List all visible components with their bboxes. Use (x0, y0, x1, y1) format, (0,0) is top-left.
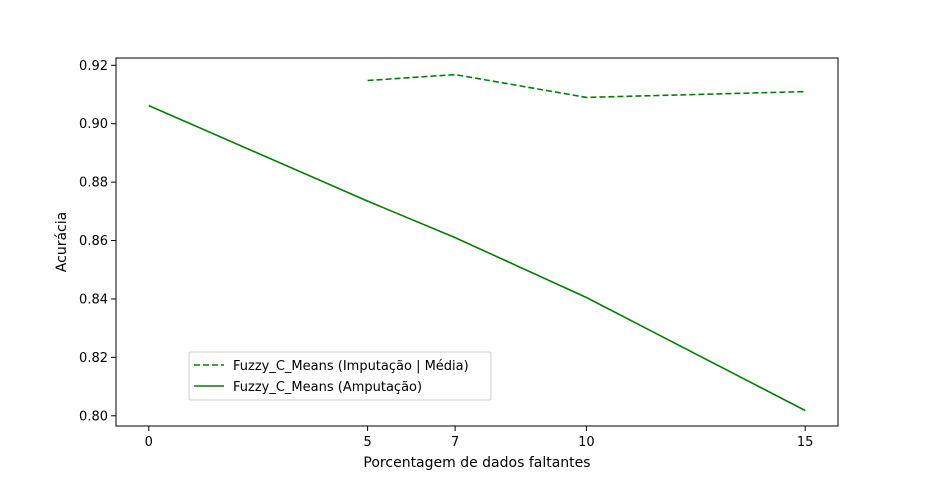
y-tick-label: 0.88 (79, 176, 108, 191)
y-tick-label: 0.90 (79, 117, 108, 132)
x-tick-label: 15 (797, 435, 814, 450)
y-axis-label: Acurácia (54, 212, 70, 272)
x-axis-label: Porcentagem de dados faltantes (363, 455, 590, 471)
x-tick-label: 10 (578, 435, 595, 450)
x-tick-label: 0 (145, 435, 153, 450)
y-tick-label: 0.86 (79, 234, 108, 249)
legend-label-imputacao: Fuzzy_C_Means (Imputação | Média) (233, 359, 469, 374)
legend-label-amputacao: Fuzzy_C_Means (Amputação) (233, 380, 422, 395)
series-line-0 (367, 73, 806, 99)
series-layer (148, 73, 806, 412)
x-tick-label: 5 (363, 435, 371, 450)
y-tick-label: 0.84 (79, 292, 108, 307)
legend-box (188, 351, 492, 401)
y-tick-label: 0.82 (79, 351, 108, 366)
legend: Fuzzy_C_Means (Imputação | Média) Fuzzy_… (188, 351, 492, 401)
y-axis: 0.80 0.82 0.84 0.86 0.88 0.90 0.92 (79, 59, 116, 424)
y-tick-label: 0.80 (79, 409, 108, 424)
x-tick-label: 7 (451, 435, 459, 450)
x-axis: 0 5 7 10 15 (145, 426, 814, 450)
y-tick-label: 0.92 (79, 59, 108, 74)
series-line-1 (148, 104, 806, 412)
